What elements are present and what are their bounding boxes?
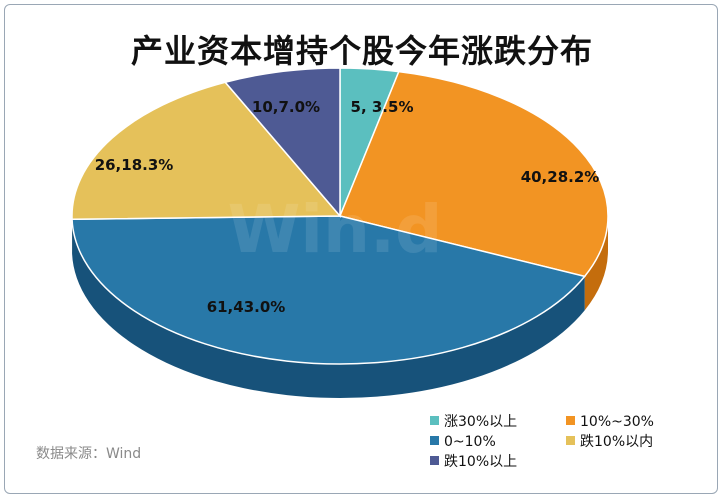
legend-label: 涨30%以上 [444,414,517,430]
legend-label: 0~10% [444,434,496,450]
legend-item-2[interactable]: 10%~30% [566,414,654,430]
legend-label: 跌10%以内 [580,434,653,450]
pie-side-2 [584,216,608,311]
pie-slice-5[interactable] [223,67,341,219]
pie-slice-3[interactable] [71,215,586,365]
chart-title: 产业资本增持个股今年涨跌分布 [130,32,593,70]
legend-swatch [566,416,575,425]
legend-label: 10%~30% [580,414,654,430]
legend-item-5[interactable]: 跌10%以上 [430,454,517,470]
legend-item-1[interactable]: 涨30%以上 [430,414,517,430]
source-note: 数据来源：Wind [36,446,142,462]
pie-side-3 [72,219,585,399]
legend-label: 跌10%以上 [444,454,517,470]
pie-slice-4[interactable] [71,81,342,221]
data-label-5: 10,7.0% [252,98,320,116]
data-label-2: 40,28.2% [521,168,600,186]
data-label-3: 61,43.0% [207,298,286,316]
legend-swatch [430,456,439,465]
legend-item-4[interactable]: 跌10%以内 [566,434,653,450]
legend-item-3[interactable]: 0~10% [430,434,496,450]
legend-swatch [430,436,439,445]
data-label-1: 5, 3.5% [351,98,414,116]
watermark: Win.d [228,191,443,268]
legend-swatch [566,436,575,445]
legend-swatch [430,416,439,425]
pie-slices [71,67,609,365]
data-label-4: 26,18.3% [95,156,174,174]
pie-slice-2[interactable] [338,70,609,278]
